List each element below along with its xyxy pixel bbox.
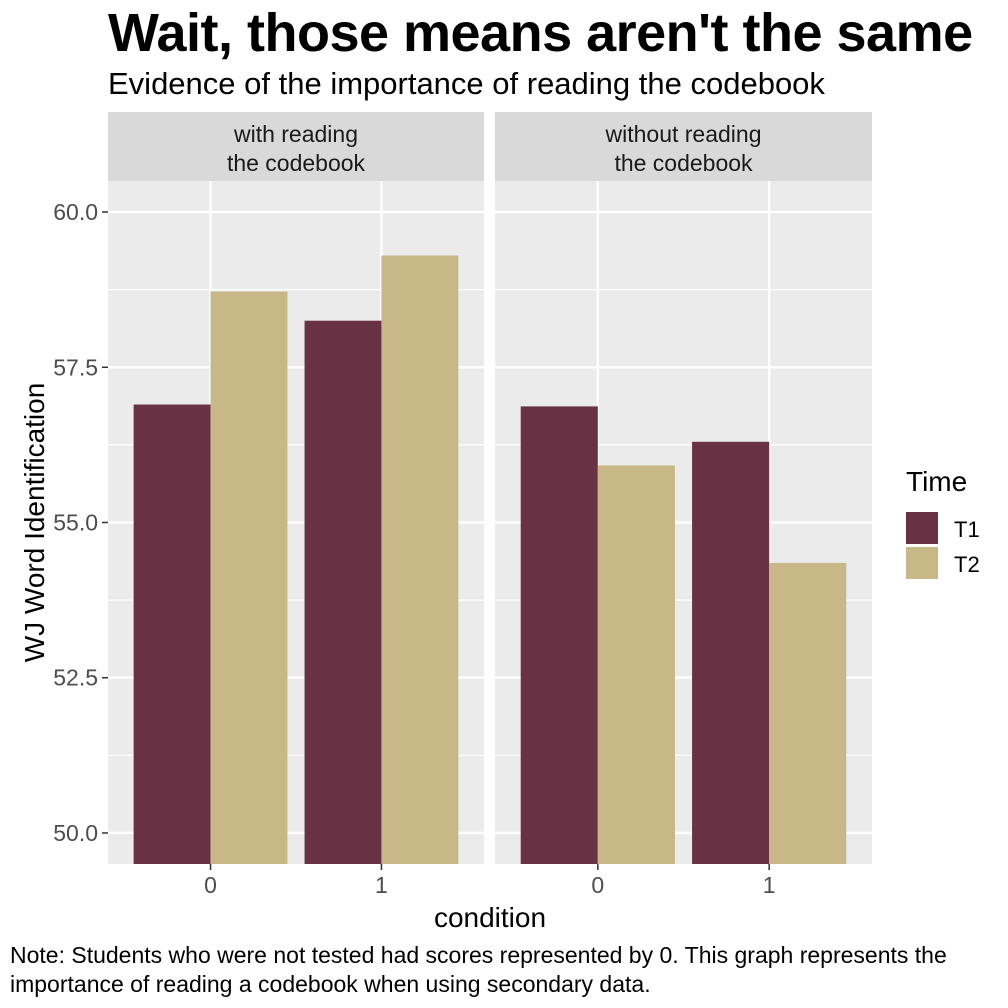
y-axis-title: WJ Word Identification (19, 383, 50, 663)
x-axis-title: condition (434, 902, 546, 933)
bar-t2-condition-1 (381, 255, 459, 864)
x-tick-label: 0 (591, 872, 604, 898)
facet-strip (108, 112, 484, 181)
y-tick-label: 50.0 (53, 820, 98, 846)
chart-note: Note: Students who were not tested had s… (10, 942, 947, 997)
x-tick-label: 1 (763, 872, 776, 898)
legend-title: Time (906, 466, 967, 497)
chart-subtitle: Evidence of the importance of reading th… (108, 66, 825, 101)
legend-swatch-t1 (906, 512, 938, 544)
y-tick-label: 57.5 (53, 354, 98, 380)
y-tick-label: 60.0 (53, 199, 98, 225)
x-tick-label: 1 (375, 872, 388, 898)
bar-t1-condition-1 (692, 441, 770, 864)
y-tick-label: 52.5 (53, 665, 98, 691)
facet-strip (495, 112, 872, 181)
bar-t1-condition-0 (520, 406, 598, 864)
x-tick-label: 0 (204, 872, 217, 898)
bar-t1-condition-1 (304, 320, 382, 864)
facet-strip-label: the codebook (227, 150, 366, 176)
chart-title: Wait, those means aren't the same (108, 3, 973, 63)
bar-t2-condition-0 (597, 465, 675, 864)
legend-label-t1: T1 (954, 517, 980, 542)
legend-swatch-t2 (906, 547, 938, 579)
bar-t2-condition-0 (210, 291, 288, 864)
legend-label-t2: T2 (954, 552, 980, 577)
y-tick-label: 55.0 (53, 510, 98, 536)
bar-t1-condition-0 (133, 404, 211, 864)
facet-strip-label: without reading (605, 121, 762, 147)
facet-strip-label: the codebook (614, 150, 753, 176)
facet-strip-label: with reading (233, 121, 358, 147)
bar-t2-condition-1 (769, 562, 847, 864)
